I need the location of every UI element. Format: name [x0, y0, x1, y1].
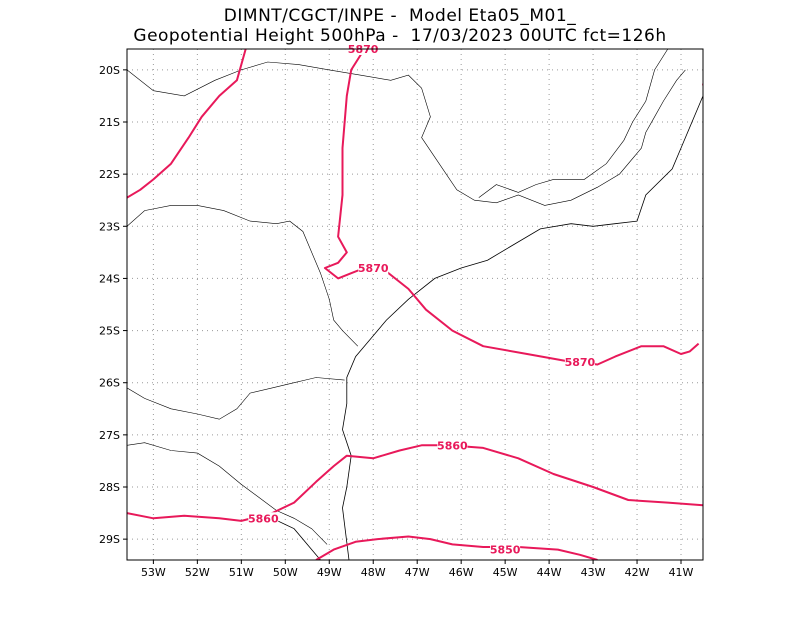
lon-tick-label: 46W — [449, 566, 474, 579]
contour-label-background — [490, 543, 521, 556]
contour-label: 5850 — [490, 544, 521, 557]
contour-label-background — [248, 512, 279, 525]
lon-tick-label: 45W — [493, 566, 518, 579]
coastline — [342, 95, 703, 560]
lat-tick-label: 22S — [99, 168, 120, 181]
lon-tick-label: 43W — [581, 566, 606, 579]
contour-label: 5860 — [437, 439, 468, 452]
lat-tick-label: 27S — [99, 429, 120, 442]
lat-tick-label: 29S — [99, 533, 120, 546]
axis-ticks: 53W 52W 51W 50W 49W 48W 47W 46W 45W 44W 43W 42W 41W 2… — [99, 64, 694, 579]
contour-label: 5870 — [358, 262, 389, 275]
lon-tick-label: 48W — [361, 566, 386, 579]
contour-label: 5870 — [565, 356, 596, 369]
lat-tick-label: 24S — [99, 272, 120, 285]
lon-tick-label: 42W — [625, 566, 650, 579]
map-frame — [126, 48, 704, 561]
lon-tick-label: 41W — [669, 566, 694, 579]
contour-line-5870 — [127, 49, 247, 199]
state-border — [478, 49, 669, 198]
contour-label-background — [358, 262, 389, 274]
state-border — [127, 205, 359, 347]
lat-tick-label: 23S — [99, 220, 120, 233]
lat-lon-gridlines — [127, 49, 703, 560]
lon-tick-label: 51W — [229, 566, 254, 579]
contour-line-5860 — [127, 444, 703, 522]
contour-line-5870 — [323, 49, 700, 366]
lon-tick-label: 52W — [185, 566, 210, 579]
lat-tick-label: 20S — [99, 64, 120, 77]
map-title-line-2: Geopotential Height 500hPa - 17/03/2023 … — [133, 26, 667, 46]
contour-label-background — [564, 355, 595, 368]
lat-tick-label: 21S — [99, 116, 120, 129]
contour-label: 5860 — [248, 512, 279, 525]
lat-tick-label: 26S — [99, 377, 120, 390]
lon-tick-label: 49W — [317, 566, 342, 579]
lon-tick-label: 53W — [141, 566, 166, 579]
lat-tick-label: 25S — [99, 325, 120, 338]
coastline-and-borders — [127, 49, 703, 560]
lon-tick-label: 44W — [537, 566, 562, 579]
lon-tick-label: 47W — [405, 566, 430, 579]
geopotential-contours — [127, 49, 703, 560]
contour-label-background — [437, 439, 468, 452]
contour-line-5850 — [315, 535, 598, 560]
lat-tick-label: 28S — [99, 481, 120, 494]
state-border — [127, 61, 686, 206]
map-title-line-1: DIMNT/CGCT/INPE - Model Eta05_M01_ — [223, 6, 577, 26]
state-border — [127, 377, 345, 420]
lon-tick-label: 50W — [273, 566, 298, 579]
state-border — [127, 442, 328, 545]
